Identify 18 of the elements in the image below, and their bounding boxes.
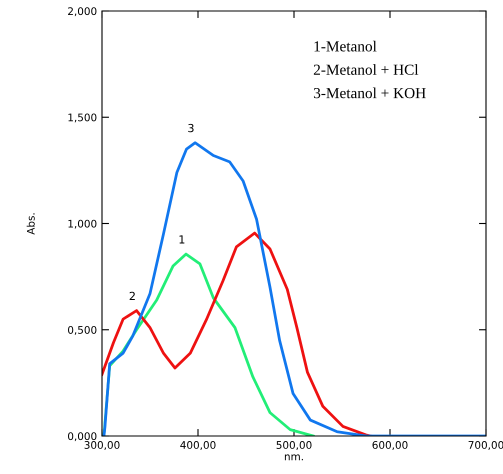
- annotation: 3: [188, 124, 194, 132]
- annotation: 1: [180, 235, 184, 244]
- x-tick-label: 500,00: [276, 441, 312, 450]
- line-series: [102, 232, 372, 436]
- x-tick-label: 300,00: [84, 441, 120, 450]
- y-tick-label: 0,000: [68, 432, 96, 442]
- annotation: 2-Metanol + HCl: [314, 64, 418, 75]
- y-tick-label: 1,000: [68, 220, 96, 229]
- annotation: 1-Metanol: [314, 40, 377, 52]
- annotation: 3-Metanol + KOH: [314, 88, 426, 98]
- x-tick-label: 600,00: [372, 441, 408, 450]
- x-axis-title: nm.: [284, 454, 303, 460]
- y-tick-label: 1,500: [68, 113, 96, 122]
- y-tick-label: 0,500: [68, 326, 96, 335]
- annotation: 2: [130, 292, 135, 300]
- x-tick-label: 400,00: [180, 441, 216, 450]
- y-tick-label: 2,000: [68, 7, 96, 16]
- y-axis-title: Abs.: [26, 213, 35, 235]
